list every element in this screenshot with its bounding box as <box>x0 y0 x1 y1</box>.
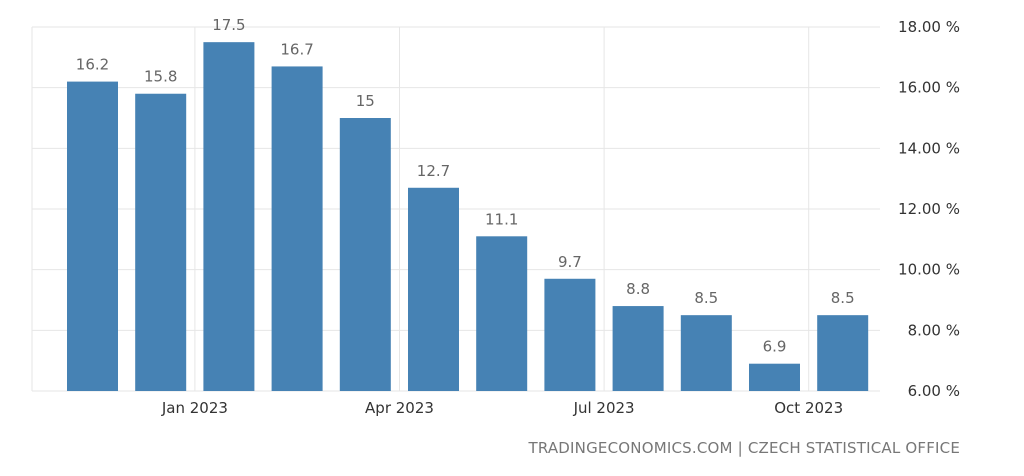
y-tick-label: 12.00 % <box>898 200 960 218</box>
source-credit: TRADINGECONOMICS.COM | CZECH STATISTICAL… <box>528 439 960 457</box>
bar-value-label: 8.8 <box>626 280 650 298</box>
x-tick-label: Jan 2023 <box>161 399 228 417</box>
bar-value-label: 6.9 <box>763 338 787 356</box>
bar-value-label: 15 <box>356 92 375 110</box>
bar <box>408 187 459 391</box>
bar <box>817 315 869 391</box>
bar <box>339 118 391 391</box>
bar-value-label: 9.7 <box>558 253 582 271</box>
bar-value-label: 16.2 <box>76 56 109 74</box>
bar <box>203 42 255 392</box>
y-axis: 6.00 % 8.00 % 10.00 % 12.00 % 14.00 % 16.00 %… <box>898 18 960 400</box>
bar-value-label: 15.8 <box>144 68 177 86</box>
bar <box>612 306 664 391</box>
bar <box>544 278 596 391</box>
y-tick-label: 10.00 % <box>898 261 960 279</box>
bar-labels-layer: 16.2 15.8 17.5 16.7 15 12.7 11.1 9.7 8.8 8.5 6.9 8.… <box>76 16 855 356</box>
bar <box>67 81 118 391</box>
bar-value-label: 16.7 <box>280 40 313 58</box>
bar <box>271 66 323 391</box>
x-axis: Jan 2023 Apr 2023 Jul 2023 Oct 2023 <box>161 399 843 417</box>
x-tick-label: Apr 2023 <box>365 399 434 417</box>
bar-value-label: 8.5 <box>694 289 718 307</box>
x-tick-label: Jul 2023 <box>573 399 635 417</box>
bar <box>476 236 528 391</box>
bar-value-label: 11.1 <box>485 210 518 228</box>
y-tick-label: 6.00 % <box>908 382 960 400</box>
bar <box>749 363 800 391</box>
y-tick-label: 14.00 % <box>898 139 960 157</box>
x-tick-label: Oct 2023 <box>774 399 843 417</box>
bar <box>680 315 732 391</box>
y-tick-label: 18.00 % <box>898 18 960 36</box>
bar-value-label: 17.5 <box>212 16 245 34</box>
y-tick-label: 16.00 % <box>898 79 960 97</box>
bars-layer <box>67 42 869 392</box>
bar-value-label: 8.5 <box>831 289 855 307</box>
bar <box>135 93 187 391</box>
y-tick-label: 8.00 % <box>908 321 960 339</box>
bar-value-label: 12.7 <box>417 162 450 180</box>
